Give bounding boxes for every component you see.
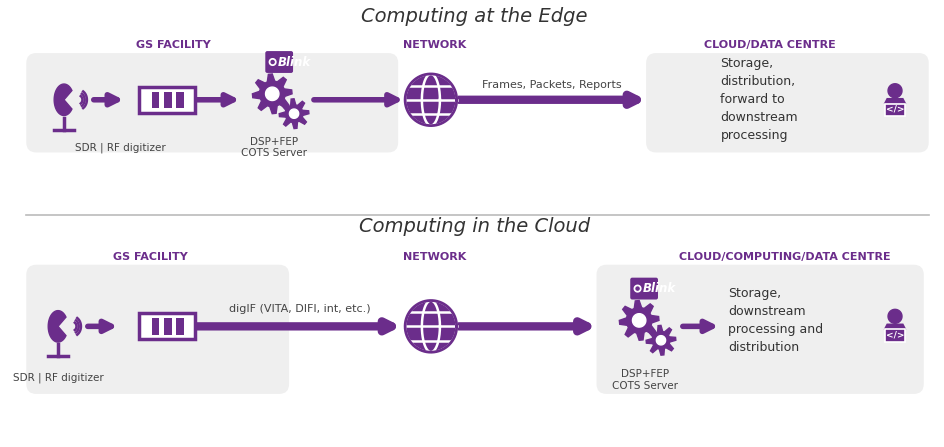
Polygon shape [633, 285, 640, 292]
Polygon shape [405, 300, 456, 352]
Text: Storage,
distribution,
forward to
downstream
processing: Storage, distribution, forward to downst… [719, 57, 798, 142]
Text: DSP+FEP
COTS Server: DSP+FEP COTS Server [241, 137, 307, 158]
FancyBboxPatch shape [596, 265, 923, 394]
FancyBboxPatch shape [26, 53, 397, 152]
Text: digIF (VITA, DIFI, int, etc.): digIF (VITA, DIFI, int, etc.) [229, 304, 370, 314]
Text: NETWORK: NETWORK [403, 252, 466, 262]
Text: SDR | RF digitizer: SDR | RF digitizer [12, 373, 103, 383]
Text: Frames, Packets, Reports: Frames, Packets, Reports [481, 80, 621, 90]
Polygon shape [646, 325, 675, 355]
Bar [163, 318, 172, 335]
Polygon shape [54, 84, 72, 115]
Text: Computing at the Edge: Computing at the Edge [361, 7, 587, 26]
Bar [885, 104, 903, 116]
Polygon shape [883, 98, 905, 104]
Text: </>: </> [885, 105, 903, 114]
Polygon shape [632, 314, 645, 327]
Text: Storage,
downstream
processing and
distribution: Storage, downstream processing and distr… [728, 287, 822, 354]
Polygon shape [887, 84, 901, 98]
Bar [176, 318, 183, 335]
Bar [885, 329, 903, 342]
Bar [163, 92, 172, 108]
FancyBboxPatch shape [265, 51, 293, 73]
Polygon shape [289, 109, 298, 118]
Bar [151, 92, 160, 108]
Polygon shape [883, 324, 905, 329]
Text: Blink: Blink [642, 282, 676, 295]
Text: CLOUD/DATA CENTRE: CLOUD/DATA CENTRE [703, 40, 835, 50]
Polygon shape [656, 336, 665, 345]
Polygon shape [269, 59, 276, 65]
Text: NETWORK: NETWORK [403, 40, 466, 50]
Polygon shape [635, 287, 638, 290]
FancyBboxPatch shape [646, 53, 928, 152]
Polygon shape [405, 74, 456, 126]
Polygon shape [278, 99, 309, 129]
Polygon shape [271, 60, 274, 63]
Polygon shape [887, 309, 901, 323]
FancyBboxPatch shape [26, 265, 289, 394]
Polygon shape [252, 74, 292, 114]
Polygon shape [48, 311, 66, 342]
Polygon shape [618, 300, 658, 340]
Polygon shape [265, 87, 278, 101]
Bar [151, 318, 160, 335]
Bar [139, 313, 194, 339]
Text: DSP+FEP
COTS Server: DSP+FEP COTS Server [612, 369, 678, 391]
Bar [176, 92, 183, 108]
Bar [139, 87, 194, 113]
Text: CLOUD/COMPUTING/DATA CENTRE: CLOUD/COMPUTING/DATA CENTRE [679, 252, 890, 262]
Text: Blink: Blink [278, 55, 311, 68]
Text: GS FACILITY: GS FACILITY [136, 40, 211, 50]
FancyBboxPatch shape [630, 278, 657, 299]
Text: </>: </> [885, 330, 903, 339]
Text: Computing in the Cloud: Computing in the Cloud [359, 218, 589, 236]
Text: GS FACILITY: GS FACILITY [112, 252, 188, 262]
Text: SDR | RF digitizer: SDR | RF digitizer [76, 142, 166, 153]
